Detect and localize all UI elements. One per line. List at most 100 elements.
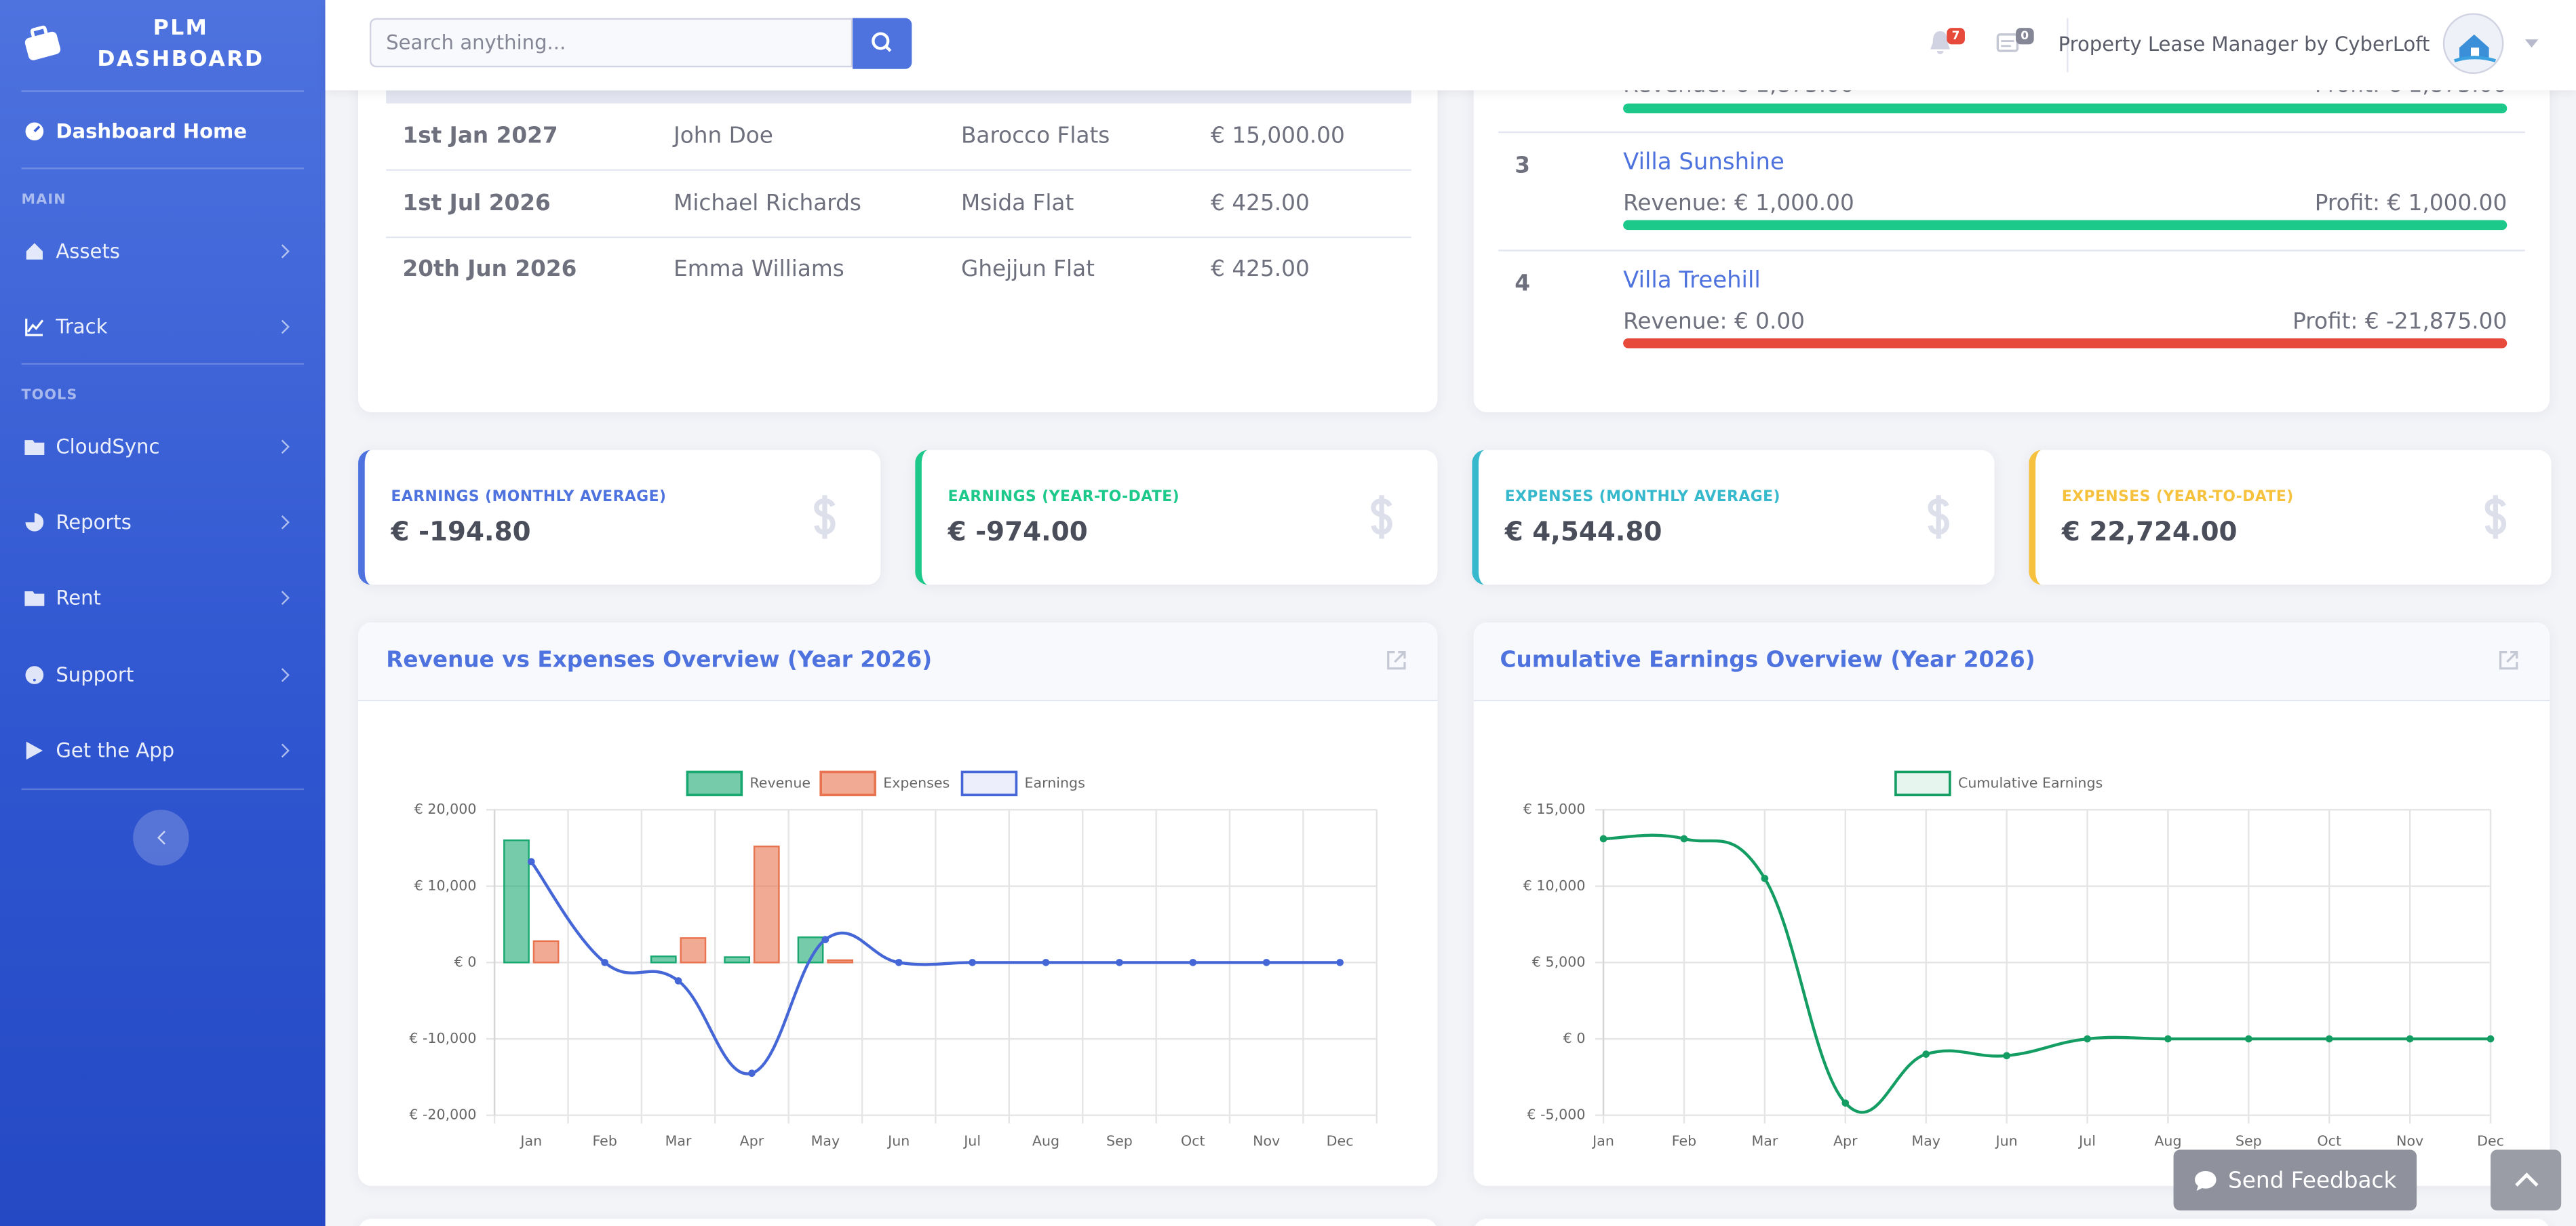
stat-icon <box>814 495 836 539</box>
chart-card-header <box>1473 622 2550 702</box>
point <box>1116 959 1123 966</box>
chart-card <box>1473 622 2550 1186</box>
open-icon[interactable] <box>2497 649 2520 672</box>
point <box>1841 1099 1850 1107</box>
lease-cell: Barocco Flats <box>960 123 1110 150</box>
bar <box>680 937 707 964</box>
lease-cell: Msida Flat <box>960 189 1074 216</box>
point <box>895 959 903 966</box>
property-revenue: Revenue: € 0.00 <box>1623 309 1805 336</box>
legend-label: Earnings <box>1025 774 1085 791</box>
open-icon[interactable] <box>1385 649 1408 672</box>
legend-label: Expenses <box>883 774 950 791</box>
legend-swatch <box>960 770 1018 797</box>
home-icon <box>25 122 44 141</box>
x-tick-label: Feb <box>1672 1132 1696 1149</box>
nav-icon <box>25 318 44 336</box>
avatar[interactable] <box>2442 13 2504 74</box>
brand-icon <box>24 25 61 60</box>
nav-item[interactable]: Reports <box>56 511 132 534</box>
divider <box>21 363 305 365</box>
nav-home[interactable]: Dashboard Home <box>56 119 248 143</box>
row-divider <box>1498 250 2525 252</box>
y-tick-label: € 0 <box>454 953 477 970</box>
property-name[interactable]: Villa Sunshine <box>1623 149 1784 176</box>
progress-bar <box>1623 220 2507 231</box>
feedback-icon <box>2195 1170 2217 1190</box>
nav-item[interactable]: CloudSync <box>56 435 160 458</box>
x-tick-label: Oct <box>1181 1132 1205 1149</box>
y-tick-label: € 20,000 <box>414 801 477 817</box>
stat-value: € -974.00 <box>948 515 1088 547</box>
lease-cell: 1st Jul 2026 <box>402 189 551 216</box>
nav-item[interactable]: Get the App <box>56 738 175 762</box>
stat-value: € 4,544.80 <box>1504 515 1662 547</box>
alerts-icon[interactable] <box>1929 30 1952 56</box>
stat-card <box>2029 450 2552 585</box>
property-revenue: Revenue: € 1,000.00 <box>1623 190 1854 217</box>
nav-item[interactable]: Assets <box>56 239 120 263</box>
x-tick-label: Jan <box>1591 1132 1614 1149</box>
point <box>527 858 535 866</box>
point <box>1189 959 1197 966</box>
x-tick-label: Dec <box>1327 1132 1354 1149</box>
y-tick-label: € -5,000 <box>1527 1107 1585 1123</box>
sidebar-toggle[interactable] <box>133 810 189 866</box>
x-tick-label: Jan <box>519 1132 542 1149</box>
lease-cell: John Doe <box>674 123 773 150</box>
x-tick-label: Apr <box>740 1132 764 1149</box>
divider <box>21 788 305 791</box>
nav-item[interactable]: Track <box>56 315 108 338</box>
y-tick-label: € 5,000 <box>1532 953 1586 970</box>
x-tick-label: Mar <box>1751 1132 1778 1149</box>
point <box>2406 1035 2414 1043</box>
nav-icon <box>24 440 45 455</box>
nav-item[interactable]: Rent <box>56 586 101 610</box>
y-tick-label: € -10,000 <box>409 1030 476 1046</box>
property-name[interactable]: Villa Treehill <box>1623 267 1761 294</box>
next-card <box>358 1219 1438 1226</box>
point <box>748 1069 756 1077</box>
search-button[interactable] <box>853 18 912 69</box>
feedback-button[interactable]: Send Feedback <box>2173 1149 2417 1211</box>
point <box>2164 1035 2172 1043</box>
point <box>1336 959 1344 966</box>
x-tick-label: May <box>811 1132 840 1149</box>
chart-card-header <box>358 622 1438 702</box>
y-tick-label: € -20,000 <box>409 1107 476 1123</box>
legend-swatch <box>819 770 876 797</box>
point <box>969 959 976 966</box>
chart-title: Cumulative Earnings Overview (Year 2026) <box>1500 647 2035 674</box>
nav-item[interactable]: Support <box>56 663 134 687</box>
messages-badge: 0 <box>2016 28 2034 45</box>
stat-icon <box>2484 495 2507 539</box>
bar <box>532 940 560 964</box>
lease-cell: Michael Richards <box>674 189 861 216</box>
point <box>601 959 609 966</box>
legend-label: Cumulative Earnings <box>1958 774 2103 791</box>
brand[interactable]: PLM DASHBOARD <box>97 16 265 73</box>
progress-bar <box>1623 338 2507 349</box>
x-tick-label: Sep <box>2236 1132 2262 1149</box>
lease-cell: 1st Jan 2027 <box>402 123 558 150</box>
nav-icon <box>26 741 43 760</box>
search-input[interactable] <box>369 18 853 68</box>
x-tick-label: Aug <box>1032 1132 1059 1149</box>
lease-cell: € 15,000.00 <box>1211 123 1345 150</box>
sidebar: PLM DASHBOARD Dashboard Home MAIN Assets… <box>0 0 326 1226</box>
user-caret[interactable] <box>2524 39 2539 48</box>
nav-icon <box>24 591 45 606</box>
lease-cell: 20th Jun 2026 <box>402 256 577 283</box>
lease-cell: € 425.00 <box>1211 189 1310 216</box>
user-name[interactable]: Property Lease Manager by CyberLoft <box>2058 33 2430 56</box>
row-divider <box>386 169 1411 171</box>
point <box>1761 875 1769 882</box>
progress-bar <box>1623 103 2507 114</box>
stat-card <box>915 450 1438 585</box>
scroll-top-button[interactable] <box>2491 1149 2562 1211</box>
search-placeholder: Search anything... <box>386 31 566 54</box>
divider <box>21 90 305 92</box>
topbar: Search anything... 7 0 Property Lease Ma… <box>325 0 2576 91</box>
x-tick-label: May <box>1911 1132 1940 1149</box>
